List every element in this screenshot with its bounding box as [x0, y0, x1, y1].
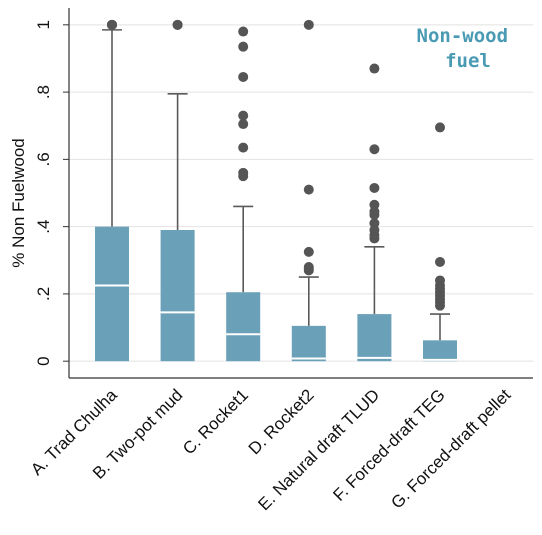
outlier-point — [238, 119, 249, 130]
box-group — [95, 19, 129, 362]
y-tick-label: .8 — [34, 85, 53, 99]
box-iqr — [357, 314, 392, 362]
box-iqr — [291, 325, 326, 362]
x-category-label: C. Rocket1 — [179, 385, 252, 458]
outlier-point — [238, 41, 249, 52]
y-tick-label: 1 — [34, 20, 53, 29]
outlier-point — [369, 218, 380, 229]
box-group — [226, 26, 261, 362]
outlier-point — [303, 262, 314, 272]
box-iqr — [423, 340, 457, 362]
box-group — [160, 19, 195, 362]
outlier-point — [435, 122, 445, 133]
outlier-point — [369, 63, 380, 74]
outlier-point — [107, 19, 117, 30]
outlier-point — [369, 182, 380, 193]
annotation-line-1: Non-wood — [417, 25, 509, 47]
outlier-point — [303, 246, 314, 257]
grid-lines — [69, 24, 533, 362]
y-tick-label: .2 — [34, 287, 53, 301]
x-category-label: E. Natural draft TLUD — [254, 385, 383, 514]
y-axis-ticks: 0 .2 .4 .6 .8 1 — [34, 20, 69, 366]
box-group — [357, 63, 392, 362]
outlier-point — [238, 71, 249, 82]
y-axis-title: % Non Fuelwood — [9, 138, 28, 267]
x-category-label: G. Forced-draft pellet — [387, 385, 514, 512]
annotation-line-2: fuel — [445, 50, 491, 72]
outlier-point — [369, 144, 380, 155]
outlier-point — [238, 142, 249, 153]
outlier-point — [303, 184, 314, 195]
outlier-point — [435, 275, 445, 286]
outlier-point — [435, 256, 445, 267]
outlier-point — [238, 110, 249, 121]
y-tick-label: 0 — [34, 356, 53, 365]
box-group — [423, 122, 457, 362]
outlier-point — [369, 199, 380, 210]
outlier-point — [238, 26, 249, 37]
y-tick-label: .6 — [34, 152, 53, 166]
box-iqr — [95, 226, 129, 362]
box-series — [95, 19, 457, 362]
outlier-point — [238, 167, 249, 178]
chart-annotation: Non-wood fuel — [417, 25, 520, 72]
x-category-label: F. Forced-draft TEG — [329, 385, 448, 504]
outlier-point — [303, 19, 314, 30]
box-iqr — [160, 230, 195, 362]
axes — [68, 8, 533, 379]
y-tick-label: .4 — [34, 220, 53, 234]
box-iqr — [226, 292, 261, 362]
outlier-point — [172, 19, 183, 30]
box-group — [291, 19, 326, 362]
